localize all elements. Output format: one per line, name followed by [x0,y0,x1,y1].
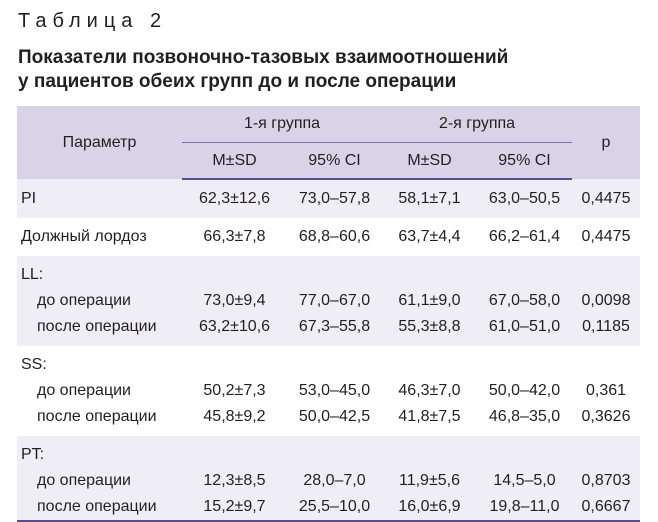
header-ci-1: 95% CI [287,142,382,180]
cell-ci-2: 46,8–35,0 [477,404,572,430]
cell-msd-1: 15,2±9,7 [182,494,287,522]
cell-msd-2: 16,0±6,9 [382,494,477,522]
table-row: до операции 12,3±8,5 28,0–7,0 11,9±5,6 1… [17,468,640,494]
row-label: до операции [17,378,182,404]
table-row: после операции 15,2±9,7 25,5–10,0 16,0±6… [17,494,640,522]
row-label: PT: [17,442,182,468]
header-ci-2: 95% CI [477,142,572,180]
row-label: Должный лордоз [17,224,182,250]
cell-ci-1: 53,0–45,0 [287,378,382,404]
section-pi: PI 62,3±12,6 73,0–57,8 58,1±7,1 63,0–50,… [17,179,640,218]
table-title: Показатели позвоночно-тазовых взаимоотно… [18,46,508,94]
row-label: LL: [17,262,182,288]
row-label: после операции [17,404,182,430]
cell-ci-2: 61,0–51,0 [477,314,572,340]
table-header: Параметр 1-я группа 2-я группа p M±SD 95… [17,106,640,180]
header-param: Параметр [17,106,182,179]
cell-msd-1: 73,0±9,4 [182,288,287,314]
cell-msd-2: 41,8±7,5 [382,404,477,430]
section-ll: LL: до операции 73,0±9,4 77,0–67,0 61,1±… [17,256,640,346]
row-label: до операции [17,288,182,314]
section-ss: SS: до операции 50,2±7,3 53,0–45,0 46,3±… [17,346,640,436]
cell-msd-2: 46,3±7,0 [382,378,477,404]
title-line-1: Показатели позвоночно-тазовых взаимоотно… [18,47,509,68]
cell-msd-2: 58,1±7,1 [382,186,477,212]
row-label: после операции [17,314,182,340]
cell-p: 0,0098 [572,288,640,314]
cell-ci-1: 50,0–42,5 [287,404,382,430]
cell-msd-2: 61,1±9,0 [382,288,477,314]
cell-msd-1: 45,8±9,2 [182,404,287,430]
table-row: до операции 50,2±7,3 53,0–45,0 46,3±7,0 … [17,378,640,404]
table-row: после операции 45,8±9,2 50,0–42,5 41,8±7… [17,404,640,430]
cell-p: 0,4475 [572,224,640,250]
row-label: PI [17,186,182,212]
title-line-2: у пациентов обеих групп до и после опера… [18,71,457,92]
header-group-2: 2-я группа [382,106,572,143]
row-label: до операции [17,468,182,494]
cell-p: 0,8703 [572,468,640,494]
cell-p: 0,3626 [572,404,640,430]
cell-ci-2: 19,8–11,0 [477,494,572,522]
cell-p: 0,1185 [572,314,640,340]
cell-msd-2: 63,7±4,4 [382,224,477,250]
cell-ci-2: 14,5–5,0 [477,468,572,494]
cell-msd-2: 55,3±8,8 [382,314,477,340]
table-row: Должный лордоз 66,3±7,8 68,8–60,6 63,7±4… [17,224,640,250]
header-p: p [572,106,640,179]
cell-p: 0,6667 [572,494,640,522]
cell-msd-1: 50,2±7,3 [182,378,287,404]
table-caption: Таблица 2 [18,10,168,32]
header-msd-2: M±SD [382,142,477,180]
row-label: SS: [17,352,182,378]
table-row: до операции 73,0±9,4 77,0–67,0 61,1±9,0 … [17,288,640,314]
table-row: PT: [17,442,640,468]
table-row: PI 62,3±12,6 73,0–57,8 58,1±7,1 63,0–50,… [17,186,640,212]
table-row: SS: [17,352,640,378]
table-row: LL: [17,262,640,288]
data-table: Параметр 1-я группа 2-я группа p M±SD 95… [17,106,640,522]
cell-ci-1: 77,0–67,0 [287,288,382,314]
cell-ci-1: 28,0–7,0 [287,468,382,494]
cell-ci-1: 25,5–10,0 [287,494,382,522]
cell-ci-1: 68,8–60,6 [287,224,382,250]
section-pt: PT: до операции 12,3±8,5 28,0–7,0 11,9±5… [17,436,640,522]
section-lordosis: Должный лордоз 66,3±7,8 68,8–60,6 63,7±4… [17,218,640,256]
cell-msd-1: 66,3±7,8 [182,224,287,250]
cell-ci-2: 67,0–58,0 [477,288,572,314]
cell-ci-2: 66,2–61,4 [477,224,572,250]
table-row: после операции 63,2±10,6 67,3–55,8 55,3±… [17,314,640,340]
cell-msd-2: 11,9±5,6 [382,468,477,494]
cell-ci-1: 67,3–55,8 [287,314,382,340]
row-label: после операции [17,494,182,522]
cell-p: 0,361 [572,378,640,404]
cell-msd-1: 62,3±12,6 [182,186,287,212]
cell-ci-2: 50,0–42,0 [477,378,572,404]
cell-ci-1: 73,0–57,8 [287,186,382,212]
header-msd-1: M±SD [182,142,287,180]
cell-ci-2: 63,0–50,5 [477,186,572,212]
cell-msd-1: 63,2±10,6 [182,314,287,340]
cell-p: 0,4475 [572,186,640,212]
cell-msd-1: 12,3±8,5 [182,468,287,494]
header-group-1: 1-я группа [182,106,382,143]
